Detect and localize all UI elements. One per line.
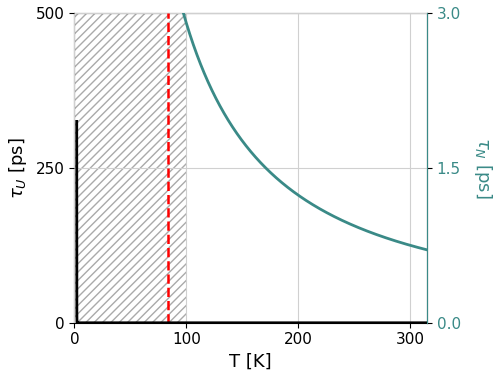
Y-axis label: $\tau_U$ [ps]: $\tau_U$ [ps] xyxy=(7,137,29,199)
Bar xyxy=(75,13,186,323)
Y-axis label: $\tau_N$ [ps]: $\tau_N$ [ps] xyxy=(472,137,494,199)
X-axis label: T [K]: T [K] xyxy=(229,353,272,371)
